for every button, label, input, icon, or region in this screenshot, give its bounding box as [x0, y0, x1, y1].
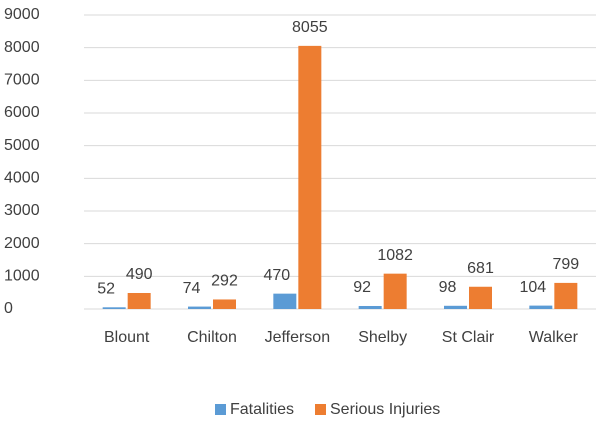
bar [102, 307, 126, 309]
y-tick-label: 0 [4, 300, 13, 317]
data-label: 490 [126, 266, 153, 283]
bar [554, 282, 578, 309]
bar [298, 45, 322, 310]
y-tick-label: 6000 [4, 104, 40, 121]
x-tick-label: Blount [104, 329, 150, 346]
data-label: 799 [552, 256, 579, 273]
data-label: 470 [263, 267, 290, 284]
y-tick-label: 2000 [4, 235, 40, 252]
y-tick-label: 7000 [4, 72, 40, 89]
data-label: 92 [353, 279, 371, 296]
bar [529, 305, 553, 309]
data-label: 8055 [292, 19, 328, 36]
legend-label: Fatalities [230, 401, 294, 418]
y-tick-label: 4000 [4, 170, 40, 187]
y-tick-label: 1000 [4, 268, 40, 285]
x-tick-label: Jefferson [265, 329, 331, 346]
bar [469, 286, 492, 309]
bar [213, 299, 236, 309]
data-label: 292 [211, 273, 238, 290]
y-tick-label: 9000 [4, 6, 40, 23]
bar [358, 305, 382, 309]
bar [188, 306, 211, 309]
data-label: 98 [439, 279, 457, 296]
bar [444, 305, 467, 309]
data-label: 681 [467, 260, 494, 277]
legend-swatch [315, 404, 326, 415]
data-label: 104 [519, 279, 546, 296]
legend-label: Serious Injuries [330, 401, 440, 418]
y-tick-label: 3000 [4, 202, 40, 219]
bar [273, 293, 297, 309]
y-tick-label: 8000 [4, 39, 40, 56]
x-tick-label: Shelby [358, 329, 407, 346]
bar [127, 292, 151, 309]
data-label: 74 [183, 280, 201, 297]
x-tick-label: Chilton [187, 329, 237, 346]
data-label: 1082 [377, 247, 413, 264]
legend-swatch [215, 404, 226, 415]
x-tick-label: St Clair [442, 329, 495, 346]
x-tick-label: Walker [529, 329, 579, 346]
data-label: 52 [97, 281, 115, 298]
y-tick-label: 5000 [4, 137, 40, 154]
bar [383, 273, 407, 309]
